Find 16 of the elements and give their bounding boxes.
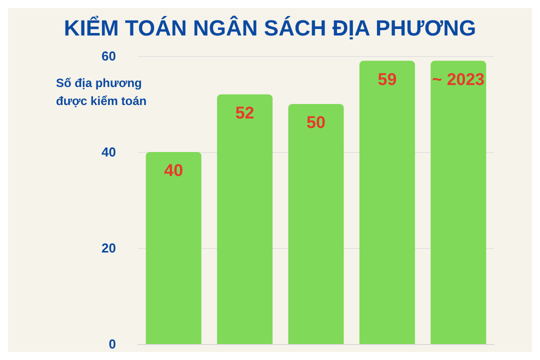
- chart-title: KIỂM TOÁN NGÂN SÁCH ĐỊA PHƯƠNG: [64, 16, 476, 40]
- y-tick-label: 40: [102, 144, 116, 160]
- data-label: 59: [378, 70, 397, 89]
- bar: [288, 104, 344, 344]
- bar: [146, 152, 202, 344]
- y-axis-title: Số địa phương được kiểm toán: [56, 76, 147, 108]
- y-tick-label: 0: [108, 336, 116, 352]
- annotation: ~ 2023: [432, 70, 485, 89]
- y-tick-label: 20: [102, 240, 116, 256]
- data-label: 40: [164, 161, 184, 180]
- data-label: 50: [306, 113, 326, 132]
- data-label: 52: [235, 103, 254, 122]
- y-tick-label: 60: [102, 48, 116, 64]
- bar: [217, 94, 273, 344]
- bar: [430, 60, 486, 344]
- bar: [359, 60, 415, 344]
